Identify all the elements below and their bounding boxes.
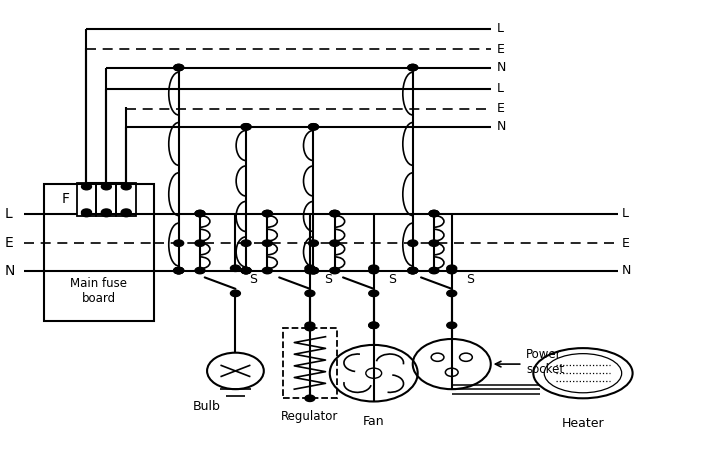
Bar — [283, 328, 337, 398]
Circle shape — [195, 210, 205, 217]
Text: L: L — [496, 22, 503, 35]
Circle shape — [195, 267, 205, 274]
Circle shape — [101, 209, 111, 215]
Circle shape — [241, 123, 251, 130]
Circle shape — [263, 210, 272, 217]
Circle shape — [308, 240, 318, 246]
Circle shape — [241, 240, 251, 246]
Bar — [116, 183, 136, 216]
Circle shape — [121, 184, 131, 190]
Circle shape — [369, 290, 379, 297]
Circle shape — [263, 267, 272, 274]
Circle shape — [408, 64, 418, 71]
Circle shape — [308, 123, 318, 130]
Circle shape — [369, 267, 379, 274]
Text: N: N — [496, 120, 506, 134]
Circle shape — [121, 210, 131, 217]
Circle shape — [231, 265, 241, 271]
Bar — [44, 184, 154, 321]
Text: S: S — [466, 273, 474, 286]
Circle shape — [429, 210, 439, 217]
Circle shape — [174, 64, 184, 71]
Circle shape — [369, 322, 379, 329]
Circle shape — [305, 265, 315, 271]
Circle shape — [447, 265, 456, 271]
Text: Fan: Fan — [363, 415, 384, 428]
Text: E: E — [496, 43, 504, 56]
Text: S: S — [250, 273, 258, 286]
Text: Power
socket: Power socket — [526, 348, 565, 376]
Text: Main fuse
board: Main fuse board — [70, 277, 127, 305]
Circle shape — [174, 267, 184, 274]
Circle shape — [408, 267, 418, 274]
Text: L: L — [622, 207, 629, 220]
Circle shape — [101, 210, 111, 217]
Circle shape — [429, 210, 439, 217]
Circle shape — [305, 325, 315, 331]
Circle shape — [369, 265, 379, 271]
Circle shape — [174, 64, 184, 71]
Circle shape — [330, 210, 340, 217]
Text: Bulb: Bulb — [193, 400, 221, 413]
Circle shape — [121, 209, 131, 215]
Circle shape — [305, 267, 315, 274]
Circle shape — [408, 240, 418, 246]
Circle shape — [82, 210, 91, 217]
Circle shape — [231, 290, 241, 297]
Circle shape — [305, 290, 315, 297]
Circle shape — [263, 240, 272, 246]
Text: S: S — [324, 273, 332, 286]
Text: E: E — [622, 237, 630, 250]
Circle shape — [241, 267, 251, 274]
Circle shape — [82, 209, 91, 215]
Circle shape — [241, 123, 251, 130]
Circle shape — [308, 267, 318, 274]
Circle shape — [101, 184, 111, 190]
Text: L: L — [496, 83, 503, 95]
Text: L: L — [5, 207, 13, 220]
Circle shape — [408, 267, 418, 274]
Circle shape — [330, 267, 340, 274]
Text: S: S — [388, 273, 396, 286]
Circle shape — [305, 322, 315, 329]
Circle shape — [195, 240, 205, 246]
Circle shape — [241, 267, 251, 274]
Text: Heater: Heater — [562, 417, 604, 430]
Text: E: E — [496, 102, 504, 115]
Circle shape — [330, 240, 340, 246]
Circle shape — [447, 267, 456, 274]
Circle shape — [174, 267, 184, 274]
Text: Regulator: Regulator — [281, 410, 339, 423]
Circle shape — [429, 267, 439, 274]
Circle shape — [308, 267, 318, 274]
Text: N: N — [496, 61, 506, 74]
Circle shape — [308, 267, 318, 274]
Circle shape — [263, 210, 272, 217]
Circle shape — [408, 267, 418, 274]
Circle shape — [195, 210, 205, 217]
Bar — [77, 183, 96, 216]
Circle shape — [447, 290, 456, 297]
Circle shape — [429, 240, 439, 246]
Circle shape — [408, 64, 418, 71]
Circle shape — [305, 395, 315, 402]
Circle shape — [308, 123, 318, 130]
Circle shape — [174, 240, 184, 246]
Circle shape — [330, 210, 340, 217]
Text: N: N — [5, 263, 16, 278]
Circle shape — [369, 322, 379, 329]
Text: E: E — [5, 236, 14, 250]
Text: F: F — [61, 192, 69, 207]
Circle shape — [174, 267, 184, 274]
Circle shape — [241, 267, 251, 274]
Circle shape — [447, 322, 456, 329]
Circle shape — [82, 184, 91, 190]
Text: N: N — [622, 264, 632, 277]
Bar — [96, 183, 116, 216]
